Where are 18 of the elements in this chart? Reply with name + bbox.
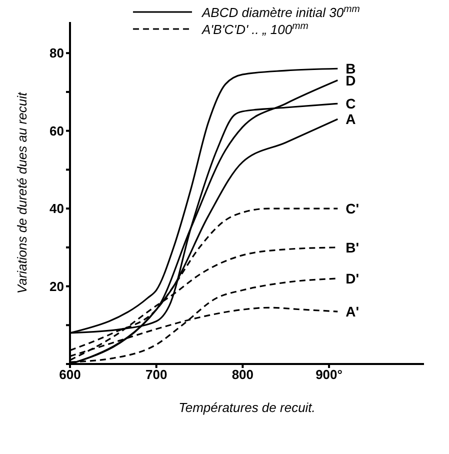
series-label: A <box>346 111 356 128</box>
y-tick-label: 80 <box>50 46 64 61</box>
x-tick-label: 700 <box>145 367 168 382</box>
x-axis-title: Températures de recuit. <box>178 400 316 415</box>
series-label: C <box>346 96 356 112</box>
annotation: A'B'C'D' .. „ 100$^{mm}$ <box>201 20 308 37</box>
x-tick-label: 800 <box>232 367 254 382</box>
x-tick-label: 600 <box>59 367 81 382</box>
y-tick-label: 60 <box>50 123 64 138</box>
series-label: C' <box>346 200 360 217</box>
y-tick-label: 20 <box>50 278 64 294</box>
series-label: A' <box>346 304 360 320</box>
x-tick-label: 900° <box>316 367 342 382</box>
y-tick-label: 40 <box>50 201 64 216</box>
series-label: D' <box>346 270 360 286</box>
series-label: B' <box>346 239 360 256</box>
y-axis-title: Variations de dureté dues au recuit <box>14 91 30 294</box>
text: ABCD diamètre initial 30$^{mm}$ <box>201 4 360 20</box>
